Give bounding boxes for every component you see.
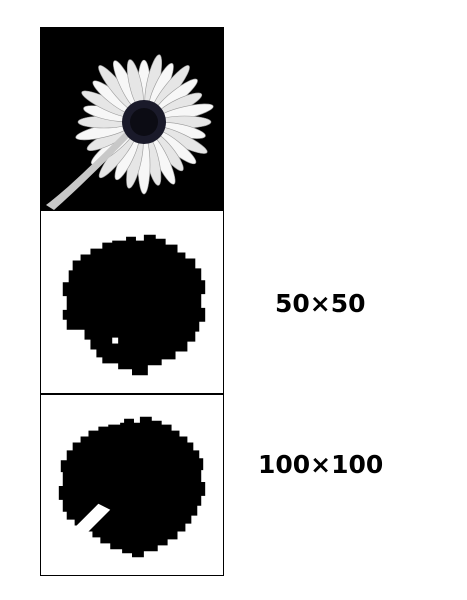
mask-100x100-shape — [58, 416, 206, 558]
daisy-stem — [46, 119, 143, 210]
mask-100x100 — [58, 416, 206, 558]
mask-50x50-shape — [62, 234, 206, 376]
resolution-label-100x100: 100×100 — [258, 450, 384, 479]
mask-50x50-panel — [40, 210, 224, 394]
mask-50x50 — [62, 234, 206, 376]
resolution-label-50x50: 50×50 — [275, 289, 366, 318]
daisy-photo — [40, 27, 224, 210]
daisy-image — [40, 27, 224, 210]
mask-100x100-panel — [40, 394, 224, 576]
